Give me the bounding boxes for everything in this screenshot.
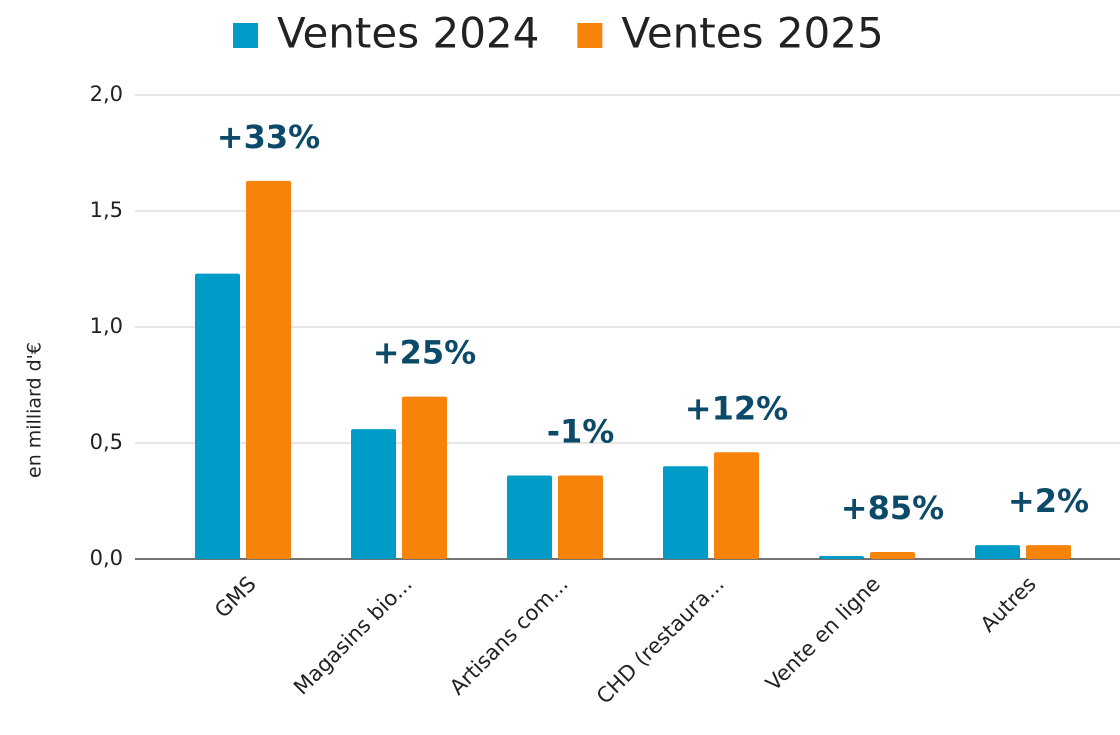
bar (663, 466, 708, 559)
legend-swatch (233, 23, 258, 48)
bar (975, 545, 1020, 559)
y-tick-label: 2,0 (90, 82, 123, 106)
x-tick-label: GMS (210, 572, 261, 623)
bar (195, 273, 240, 559)
annotation: +25% (373, 334, 476, 372)
x-tick-label: Vente en ligne (761, 572, 885, 696)
annotation: +33% (217, 118, 320, 156)
annotation: +2% (1008, 482, 1089, 520)
y-tick-label: 1,0 (90, 314, 123, 338)
x-tick-label: CHD (restaura... (592, 572, 729, 709)
y-tick-label: 0,5 (90, 430, 123, 454)
annotation: +12% (685, 389, 788, 427)
x-tick-label: Artisans com... (445, 572, 573, 700)
legend-label: Ventes 2024 (277, 9, 539, 58)
bar (714, 452, 759, 559)
legend-label: Ventes 2025 (621, 9, 883, 58)
bar (351, 429, 396, 559)
bar (402, 396, 447, 559)
x-tick-label: Magasins bio... (289, 572, 417, 700)
y-tick-label: 1,5 (90, 198, 123, 222)
bar (507, 475, 552, 559)
bar (870, 552, 915, 559)
y-axis-title: en milliard d'€ (24, 342, 46, 478)
y-tick-label: 0,0 (90, 546, 123, 570)
x-tick-label: Autres (976, 572, 1041, 637)
bar (558, 475, 603, 559)
bar (246, 180, 291, 559)
bar (1026, 545, 1071, 559)
bar (819, 555, 864, 559)
annotation: -1% (547, 412, 615, 450)
legend-swatch (577, 23, 603, 48)
annotation: +85% (841, 489, 944, 527)
